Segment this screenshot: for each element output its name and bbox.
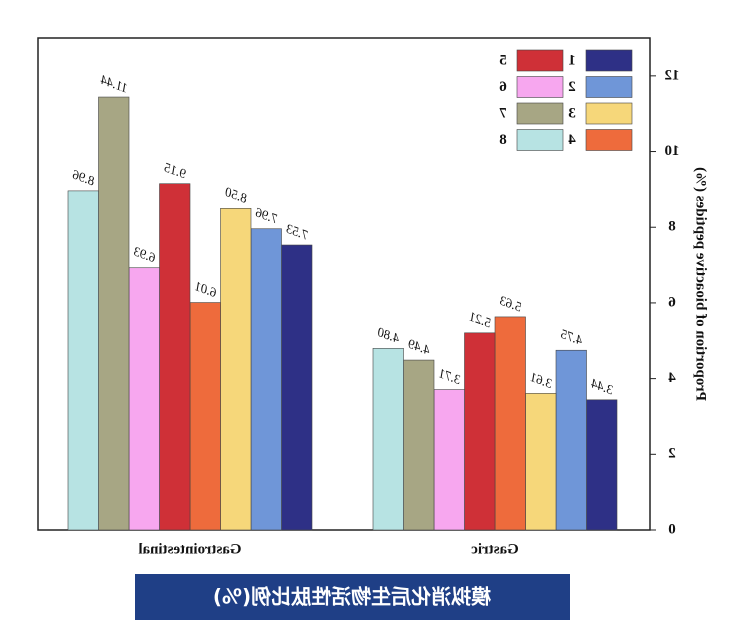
legend-label: 6 xyxy=(499,79,507,95)
y-tick-label: 2 xyxy=(668,446,676,462)
x-tick-label: Gastric xyxy=(471,541,519,557)
bar xyxy=(98,96,130,531)
bar xyxy=(586,399,618,531)
y-tick-label: 12 xyxy=(665,67,680,83)
legend-label: 1 xyxy=(568,52,576,68)
legend-swatch xyxy=(585,49,633,72)
value-label: 6.01 xyxy=(193,278,220,300)
caption: 模拟消化后生物活性肽比例(%) xyxy=(213,585,491,609)
bar xyxy=(433,389,465,531)
legend-label: 7 xyxy=(499,105,507,121)
legend-swatch xyxy=(585,76,633,98)
legend-label: 4 xyxy=(568,132,576,148)
caption-banner xyxy=(135,574,570,620)
value-label: 6.93 xyxy=(131,243,158,265)
legend-label: 8 xyxy=(499,132,507,148)
y-tick-label: 0 xyxy=(668,521,676,537)
legend-swatch xyxy=(585,102,633,125)
bar xyxy=(128,267,160,531)
value-label: 3.71 xyxy=(437,365,464,387)
bar xyxy=(281,244,313,531)
bar xyxy=(250,228,282,531)
value-label: 5.63 xyxy=(497,292,524,314)
value-label: 3.44 xyxy=(589,375,617,397)
value-label: 9.15 xyxy=(162,159,189,181)
legend-swatch xyxy=(516,76,564,98)
mirrored-chart: Proportion of bioactive peptides (%) 模拟消… xyxy=(37,37,709,620)
x-tick-label: Gastrointestinal xyxy=(138,541,241,557)
y-tick-label: 4 xyxy=(668,370,676,386)
bar xyxy=(67,190,99,531)
y-tick-label: 10 xyxy=(665,143,680,159)
value-label: 4.80 xyxy=(375,324,402,346)
legend-swatch xyxy=(516,102,564,125)
legend-swatch xyxy=(585,129,633,151)
bar xyxy=(555,349,587,531)
bar xyxy=(220,208,252,531)
value-label: 5.21 xyxy=(467,308,494,330)
value-label: 7.53 xyxy=(284,220,311,242)
value-label: 3.61 xyxy=(528,369,555,391)
value-label: 8.96 xyxy=(70,166,97,188)
legend-label: 5 xyxy=(499,52,507,68)
bar xyxy=(525,393,557,531)
value-label: 8.50 xyxy=(223,184,250,206)
legend-label: 2 xyxy=(568,79,576,95)
plot-frame xyxy=(37,37,651,531)
value-label: 4.75 xyxy=(558,326,585,348)
legend-swatch xyxy=(516,49,564,72)
value-label: 11.44 xyxy=(98,72,130,96)
value-label: 4.49 xyxy=(406,336,433,358)
y-axis-label: Proportion of bioactive peptides (%) xyxy=(693,167,709,401)
bar xyxy=(372,348,404,531)
y-tick-label: 8 xyxy=(668,219,676,235)
bar xyxy=(159,183,191,531)
legend-swatch xyxy=(516,129,564,151)
legend-label: 3 xyxy=(568,105,576,121)
bar xyxy=(494,316,526,531)
value-label: 7.96 xyxy=(253,204,280,226)
bar xyxy=(464,332,496,531)
bar xyxy=(189,302,221,531)
bar xyxy=(403,359,435,531)
y-tick-label: 6 xyxy=(668,294,676,310)
